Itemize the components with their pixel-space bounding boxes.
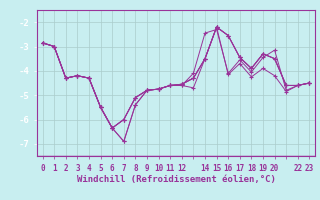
X-axis label: Windchill (Refroidissement éolien,°C): Windchill (Refroidissement éolien,°C) (76, 175, 276, 184)
